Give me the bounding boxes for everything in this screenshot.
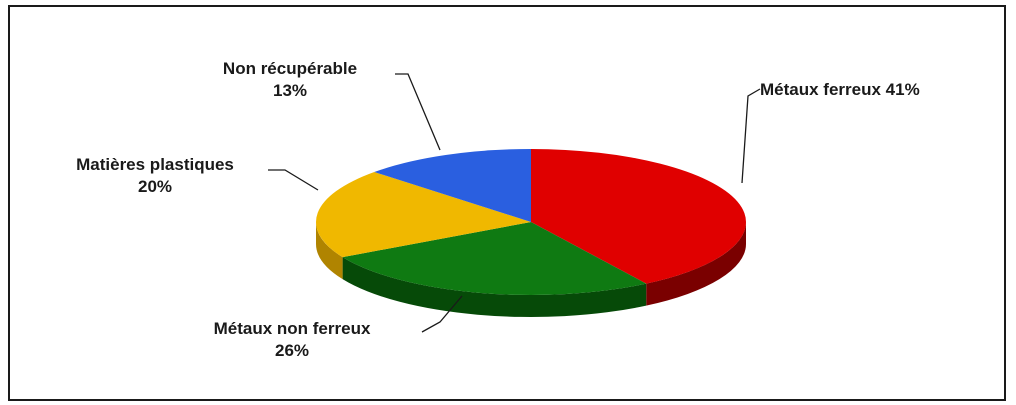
pie-slice-metaux-ferreux — [531, 149, 746, 284]
label-metaux-non-ferreux-value: 26% — [275, 341, 309, 360]
pie-slice-matieres-plastiques — [316, 172, 531, 258]
label-metaux-ferreux: Métaux ferreux 41% — [741, 80, 920, 184]
leader-line-matieres-plastiques — [268, 169, 319, 191]
label-metaux-ferreux-text: Métaux ferreux 41% — [760, 80, 920, 99]
leader-line-metaux-non-ferreux — [421, 295, 463, 333]
label-matieres-plastiques-name: Matières plastiques — [76, 155, 234, 174]
pie-side-metaux-non-ferreux — [342, 257, 647, 317]
label-metaux-non-ferreux-name: Métaux non ferreux — [214, 319, 371, 338]
label-non-recuperable: Non récupérable 13% — [223, 59, 441, 151]
label-matieres-plastiques-value: 20% — [138, 177, 172, 196]
leader-line-non-recuperable — [395, 73, 441, 151]
pie-slice-non-recuperable — [374, 149, 531, 222]
label-non-recuperable-value: 13% — [273, 81, 307, 100]
label-non-recuperable-name: Non récupérable — [223, 59, 357, 78]
pie-side-metaux-ferreux — [646, 222, 746, 306]
pie-side-matieres-plastiques — [316, 222, 343, 280]
label-metaux-non-ferreux: Métaux non ferreux 26% — [214, 295, 463, 360]
label-matieres-plastiques: Matières plastiques 20% — [76, 155, 319, 196]
pie-slice-metaux-non-ferreux — [342, 222, 647, 295]
leader-line-metaux-ferreux — [741, 88, 761, 184]
